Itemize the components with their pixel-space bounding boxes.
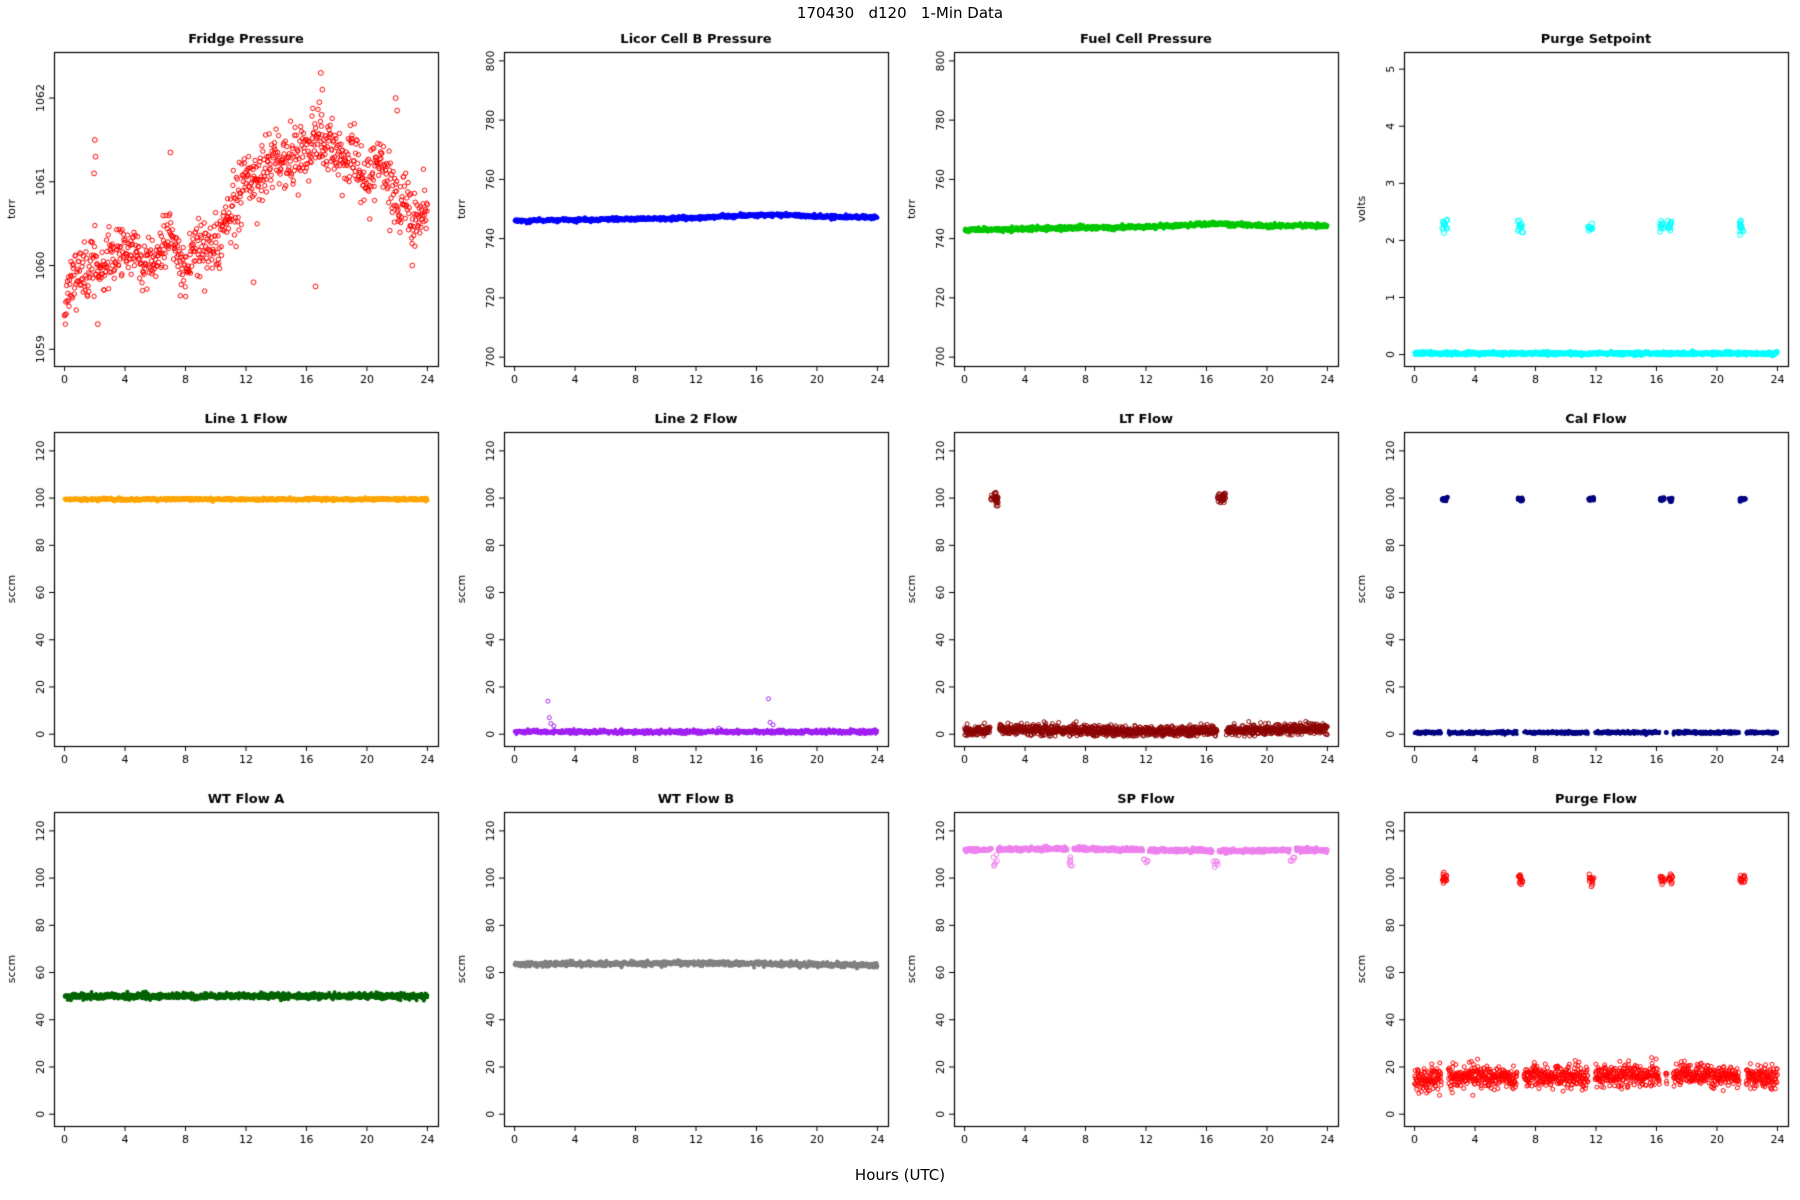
panel-fridge-pressure <box>0 26 450 406</box>
chart-fridge-pressure <box>0 26 450 406</box>
chart-purge-flow <box>1350 786 1800 1166</box>
panel-purge-setpoint <box>1350 26 1800 406</box>
chart-lt-flow <box>900 406 1350 786</box>
panel-purge-flow <box>1350 786 1800 1166</box>
charts-grid <box>0 26 1800 1166</box>
panel-sp-flow <box>900 786 1350 1166</box>
panel-cal-flow <box>1350 406 1800 786</box>
chart-line-2-flow <box>450 406 900 786</box>
panel-line-1-flow <box>0 406 450 786</box>
panel-line-2-flow <box>450 406 900 786</box>
x-axis-label: Hours (UTC) <box>854 1166 946 1184</box>
panel-lt-flow <box>900 406 1350 786</box>
panel-fuel-cell-pressure <box>900 26 1350 406</box>
chart-fuel-cell-pressure <box>900 26 1350 406</box>
chart-wt-flow-a <box>0 786 450 1166</box>
page-title: 170430 d120 1-Min Data <box>796 4 1004 22</box>
panel-wt-flow-b <box>450 786 900 1166</box>
chart-licor-cell-b-pressure <box>450 26 900 406</box>
chart-line-1-flow <box>0 406 450 786</box>
chart-purge-setpoint <box>1350 26 1800 406</box>
chart-cal-flow <box>1350 406 1800 786</box>
figure-header: 170430 d120 1-Min Data <box>0 0 1800 26</box>
figure-footer: Hours (UTC) <box>0 1166 1800 1196</box>
chart-sp-flow <box>900 786 1350 1166</box>
panel-licor-cell-b-pressure <box>450 26 900 406</box>
panel-wt-flow-a <box>0 786 450 1166</box>
chart-wt-flow-b <box>450 786 900 1166</box>
